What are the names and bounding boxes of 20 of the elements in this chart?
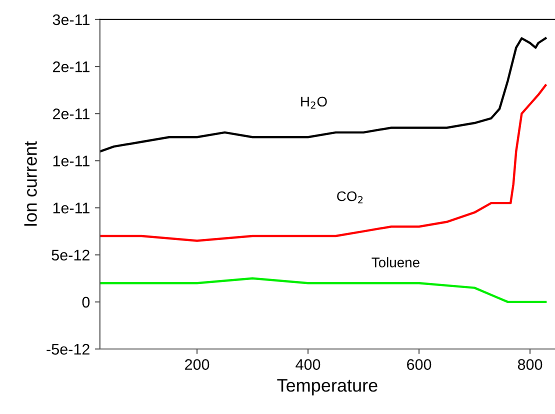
x-tick-label: 400	[296, 359, 320, 370]
series-label: Toluene	[372, 257, 420, 268]
y-tick-label: 2e-11	[53, 61, 90, 72]
y-tick-label: 2e-11	[53, 108, 90, 120]
x-axis-title: Temperature	[277, 379, 378, 396]
series-label: H$_{2}$O	[301, 96, 327, 109]
x-tick-label: 600	[407, 359, 432, 370]
series-label: CO$_{2}$	[337, 191, 363, 204]
y-tick-label: 1e-11	[53, 156, 90, 166]
x-tick-label: 200	[185, 359, 210, 370]
line-series	[100, 37, 547, 152]
y-tick-label: 1e-11	[53, 202, 90, 214]
line-series	[100, 277, 547, 304]
y-tick-label: 0	[82, 296, 90, 308]
y-tick-label: 3e-11	[52, 14, 90, 26]
y-axis-title: Ion current	[24, 141, 37, 226]
x-tick-label: 800	[518, 359, 542, 370]
y-tick-label: 5e-12	[52, 250, 90, 261]
y-tick-label: -5e-12	[46, 344, 90, 355]
line-series	[100, 84, 547, 242]
